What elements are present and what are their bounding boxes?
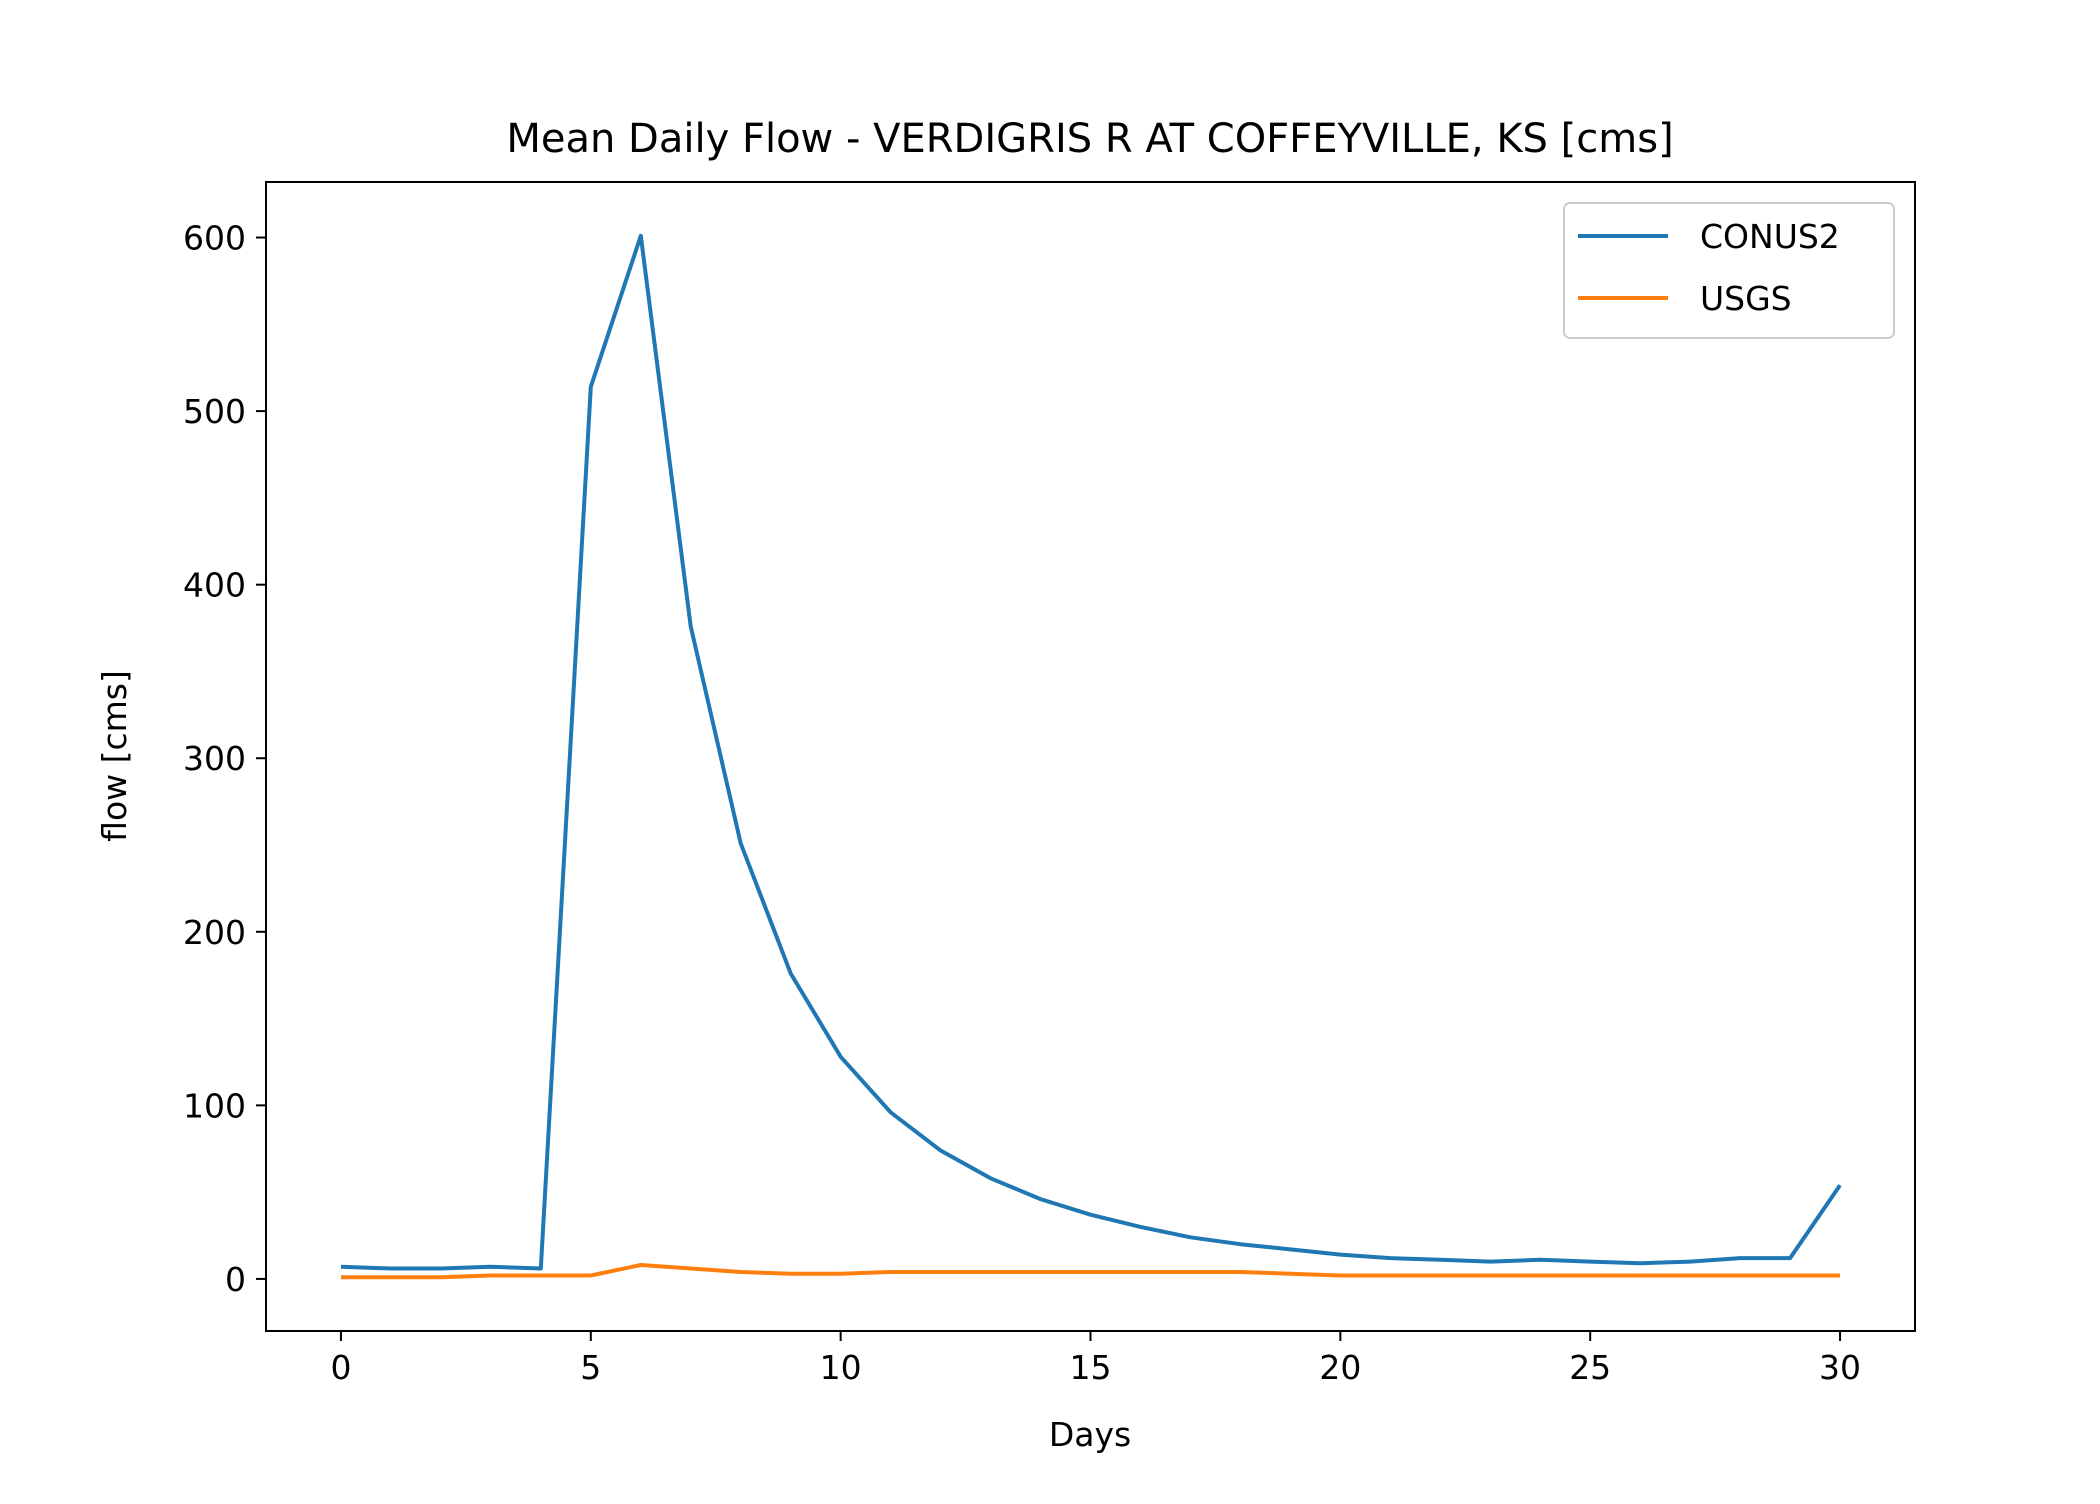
y-tick-label: 600 [183,219,246,258]
legend-label-usgs: USGS [1700,279,1792,318]
x-axis: 0 5 10 15 20 25 30 [330,1331,1861,1387]
y-axis: 0 100 200 300 400 500 600 [183,219,266,1299]
x-tick-label: 15 [1070,1348,1112,1387]
x-axis-label: Days [1049,1415,1131,1454]
x-tick-label: 25 [1569,1348,1611,1387]
y-tick-label: 500 [183,392,246,431]
x-tick-label: 10 [820,1348,862,1387]
legend-label-conus2: CONUS2 [1700,217,1840,256]
y-tick-label: 0 [225,1260,246,1299]
legend: CONUS2 USGS [1563,202,1895,339]
y-tick-label: 200 [183,913,246,952]
series-line-usgs [341,1263,1840,1280]
y-tick-label: 300 [183,739,246,778]
series-layer [340,233,1842,1280]
y-tick-label: 400 [183,566,246,605]
x-tick-label: 5 [580,1348,601,1387]
chart-title: Mean Daily Flow - VERDIGRIS R AT COFFEYV… [506,116,1673,162]
y-axis-label: flow [cms] [95,670,134,842]
x-tick-label: 30 [1819,1348,1861,1387]
y-tick-label: 100 [183,1086,246,1125]
series-line-conus2 [340,233,1842,1271]
x-tick-label: 20 [1319,1348,1361,1387]
x-tick-label: 0 [330,1348,351,1387]
plot-frame [265,181,1916,1332]
